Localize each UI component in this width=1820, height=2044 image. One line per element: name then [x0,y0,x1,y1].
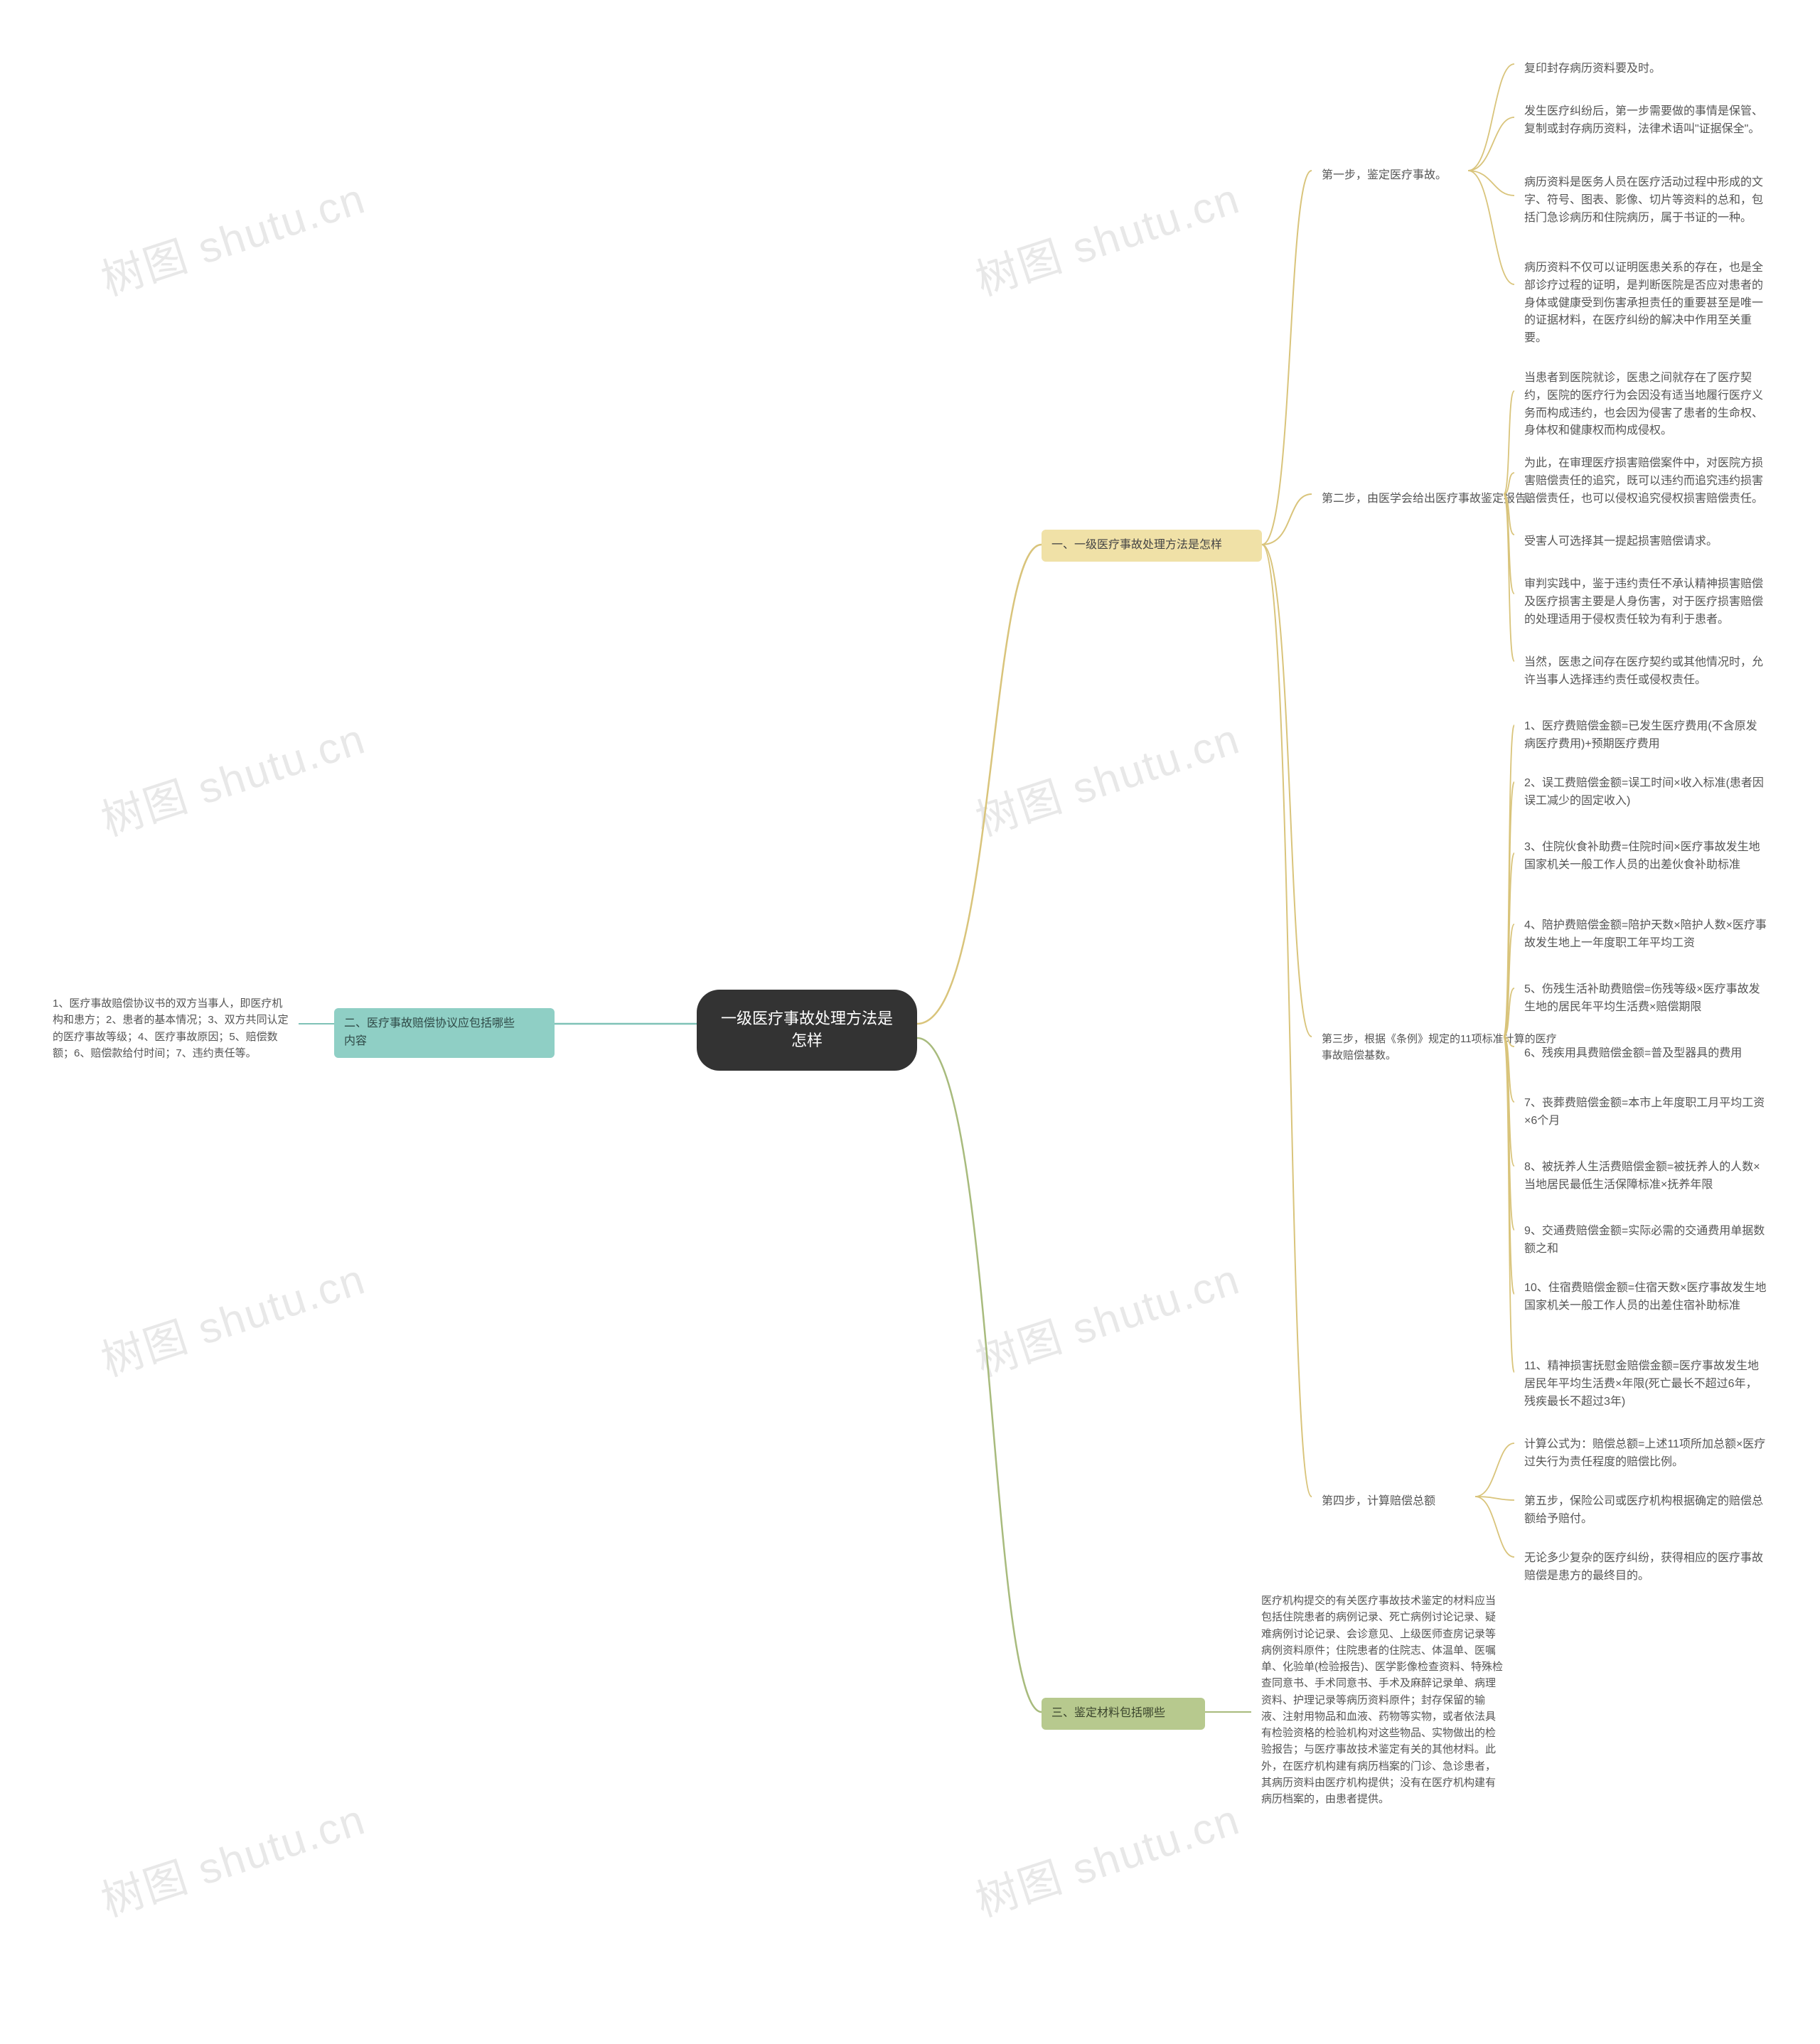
watermark: 树图 shutu.cn [967,1245,1247,1388]
watermark: 树图 shutu.cn [92,1245,373,1388]
step4-item: 计算公式为：赔偿总额=上述11项所加总额×医疗过失行为责任程度的赔偿比例。 [1514,1429,1777,1479]
step1-item: 病历资料是医务人员在医疗活动过程中形成的文字、符号、图表、影像、切片等资料的总和… [1514,167,1777,234]
branch-3-detail: 医疗机构提交的有关医疗事故技术鉴定的材料应当包括住院患者的病例记录、死亡病例讨论… [1251,1585,1514,1814]
step3-item: 11、精神损害抚慰金赔偿金额=医疗事故发生地居民年平均生活费×年限(死亡最长不超… [1514,1351,1777,1418]
step3-item: 2、误工费赔偿金额=误工时间×收入标准(患者因误工减少的固定收入) [1514,768,1777,818]
branch-2-detail: 1、医疗事故赔偿协议书的双方当事人，即医疗机构和患方；2、患者的基本情况；3、双… [43,988,299,1069]
root-line2: 怎样 [791,1032,823,1049]
root-line1: 一级医疗事故处理方法是 [721,1010,893,1027]
step4-item: 第五步，保险公司或医疗机构根据确定的赔偿总额给予赔付。 [1514,1486,1777,1536]
step2-item: 当然，医患之间存在医疗契约或其他情况时，允许当事人选择违约责任或侵权责任。 [1514,647,1777,697]
step2-item: 当患者到医院就诊，医患之间就存在了医疗契约，医院的医疗行为会因没有适当地履行医疗… [1514,363,1777,447]
root-node: 一级医疗事故处理方法是 怎样 [697,990,917,1071]
watermark: 树图 shutu.cn [92,1785,373,1929]
step1-item: 发生医疗纠纷后，第一步需要做的事情是保管、复制或封存病历资料，法律术语叫"证据保… [1514,96,1777,146]
step3-item: 4、陪护费赔偿金额=陪护天数×陪护人数×医疗事故发生地上一年度职工年平均工资 [1514,910,1777,960]
step1-item: 病历资料不仅可以证明医患关系的存在，也是全部诊疗过程的证明，是判断医院是否应对患… [1514,252,1777,355]
watermark: 树图 shutu.cn [967,164,1247,308]
watermark: 树图 shutu.cn [967,1785,1247,1929]
step3-item: 9、交通费赔偿金额=实际必需的交通费用单据数额之和 [1514,1216,1777,1266]
watermark: 树图 shutu.cn [92,164,373,308]
step3-item: 5、伤残生活补助费赔偿=伤残等级×医疗事故发生地的居民年平均生活费×赔偿期限 [1514,974,1777,1024]
step3-item: 1、医疗费赔偿金额=已发生医疗费用(不含原发病医疗费用)+预期医疗费用 [1514,711,1777,761]
branch-2-node: 二、医疗事故赔偿协议应包括哪些 内容 [334,1008,555,1058]
branch-1-node: 一、一级医疗事故处理方法是怎样 [1042,530,1262,562]
step2-item: 审判实践中，鉴于违约责任不承认精神损害赔偿及医疗损害主要是人身伤害，对于医疗损害… [1514,569,1777,636]
step3-item: 7、丧葬费赔偿金额=本市上年度职工月平均工资×6个月 [1514,1088,1777,1138]
step3-item: 8、被抚养人生活费赔偿金额=被抚养人的人数×当地居民最低生活保障标准×抚养年限 [1514,1152,1777,1202]
step4-label: 第四步，计算赔偿总额 [1312,1486,1475,1518]
step4-item: 无论多少复杂的医疗纠纷，获得相应的医疗事故赔偿是患方的最终目的。 [1514,1543,1777,1593]
step2-item: 受害人可选择其一提起损害赔偿请求。 [1514,526,1777,558]
step3-item: 10、住宿费赔偿金额=住宿天数×医疗事故发生地国家机关一般工作人员的出差住宿补助… [1514,1273,1777,1322]
watermark: 树图 shutu.cn [92,705,373,848]
step1-item: 复印封存病历资料要及时。 [1514,53,1777,85]
step1-label: 第一步，鉴定医疗事故。 [1312,160,1468,192]
branch-3-node: 三、鉴定材料包括哪些 [1042,1698,1205,1730]
step2-item: 为此，在审理医疗损害赔偿案件中，对医院方损害赔偿责任的追究，既可以违约而追究违约… [1514,448,1777,515]
watermark: 树图 shutu.cn [967,705,1247,848]
step3-item: 6、残疾用具费赔偿金额=普及型器具的费用 [1514,1038,1777,1070]
step3-item: 3、住院伙食补助费=住院时间×医疗事故发生地国家机关一般工作人员的出差伙食补助标… [1514,832,1777,882]
